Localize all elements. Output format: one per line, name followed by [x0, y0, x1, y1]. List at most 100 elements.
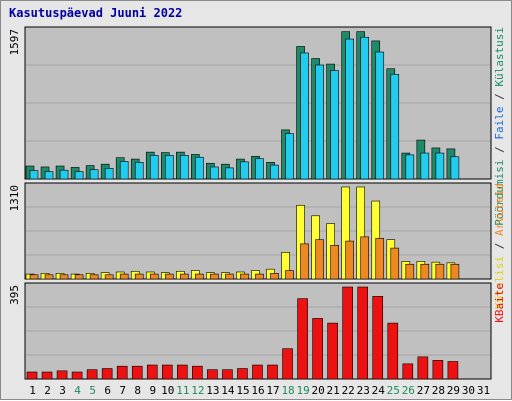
bar-middle-2-day-3 — [59, 274, 69, 280]
day-label: 24 — [372, 384, 386, 397]
bar-top-2-day-9 — [149, 155, 159, 180]
bar-bottom-1-day-5 — [86, 369, 98, 380]
bar-middle-2-day-11 — [180, 273, 189, 280]
panel-middle: 1310 — [8, 182, 492, 280]
panel-bottom: 395 — [8, 282, 492, 380]
legend-middle: Külalisi / Arvuteid — [493, 183, 506, 309]
bar-top-2-day-23 — [360, 36, 370, 180]
bar-bottom-1-day-7 — [116, 365, 128, 380]
day-label: 29 — [447, 384, 460, 397]
bar-middle-2-day-14 — [225, 273, 234, 280]
bar-bottom-1-day-14 — [222, 369, 233, 380]
bar-middle-2-day-28 — [435, 263, 445, 280]
bar-bottom-1-day-4 — [71, 371, 83, 380]
bar-top-2-day-20 — [315, 64, 324, 180]
day-label: 18 — [281, 384, 294, 397]
legend-entry: Külalisi — [493, 256, 506, 309]
bar-bottom-1-day-28 — [432, 360, 444, 380]
bar-top-2-day-12 — [195, 156, 204, 180]
bar-top-2-day-10 — [164, 155, 174, 180]
bar-middle-2-day-25 — [390, 247, 400, 280]
day-label: 7 — [119, 384, 126, 397]
day-label: 25 — [387, 384, 400, 397]
day-label: 9 — [149, 384, 156, 397]
bar-bottom-1-day-20 — [312, 318, 323, 380]
bar-bottom-1-day-23 — [357, 286, 369, 380]
bar-middle-2-day-27 — [420, 263, 430, 280]
bar-top-2-day-16 — [255, 158, 264, 180]
panel-middle-max-label: 1310 — [8, 185, 21, 212]
bar-bottom-1-day-24 — [372, 296, 384, 380]
day-label: 23 — [357, 384, 370, 397]
panel-top: 1597 — [8, 26, 492, 180]
day-label: 5 — [89, 384, 96, 397]
bar-bottom-1-day-2 — [41, 371, 53, 380]
day-label: 14 — [221, 384, 235, 397]
bar-top-2-day-22 — [345, 38, 354, 180]
day-label: 30 — [462, 384, 475, 397]
bar-middle-2-day-21 — [330, 244, 339, 280]
day-label: 15 — [236, 384, 249, 397]
legend-entry: Faile — [493, 106, 506, 139]
bar-top-2-day-1 — [29, 170, 39, 180]
bar-top-2-day-15 — [240, 161, 249, 180]
day-label: 31 — [477, 384, 490, 397]
bar-top-2-day-28 — [435, 152, 445, 180]
day-label: 20 — [312, 384, 325, 397]
bar-top-2-day-21 — [330, 70, 339, 180]
bar-middle-2-day-29 — [450, 263, 460, 280]
bar-top-2-day-2 — [44, 171, 54, 180]
bar-bottom-1-day-17 — [267, 364, 278, 380]
legend-entry: Külastusi — [493, 27, 506, 87]
legend-entry: / — [493, 140, 506, 160]
day-label: 10 — [161, 384, 174, 397]
bar-top-2-day-11 — [180, 155, 189, 180]
bar-middle-2-day-1 — [29, 274, 39, 280]
day-label: 11 — [176, 384, 189, 397]
legend-bottom: KBaite — [493, 283, 506, 323]
bar-middle-2-day-15 — [240, 273, 249, 280]
bar-bottom-1-day-12 — [192, 365, 203, 380]
bar-top-2-day-19 — [300, 52, 309, 180]
day-label: 6 — [104, 384, 111, 397]
day-label: 3 — [59, 384, 66, 397]
bar-top-2-day-29 — [450, 156, 460, 180]
bar-bottom-1-day-9 — [146, 364, 158, 380]
bar-bottom-1-day-16 — [252, 364, 263, 380]
bar-middle-2-day-19 — [300, 243, 309, 280]
bar-middle-2-day-20 — [315, 239, 324, 280]
bar-middle-2-day-10 — [164, 273, 174, 280]
day-label: 19 — [296, 384, 309, 397]
day-label: 22 — [342, 384, 355, 397]
bar-middle-2-day-4 — [74, 274, 84, 280]
bar-bottom-1-day-29 — [447, 361, 459, 380]
day-label: 16 — [251, 384, 264, 397]
legend-top: Pöördumisi / Faile / Külastusi — [493, 27, 506, 226]
bar-top-2-day-5 — [89, 169, 99, 180]
bar-middle-2-day-12 — [195, 273, 204, 280]
bar-top-2-day-3 — [59, 169, 69, 180]
bar-top-2-day-13 — [210, 166, 219, 180]
bar-middle-2-day-24 — [375, 237, 385, 280]
legend-entry: / — [493, 236, 506, 256]
bar-top-2-day-8 — [134, 162, 144, 180]
bar-top-2-day-6 — [104, 168, 114, 180]
bar-top-2-day-18 — [285, 133, 294, 180]
bar-top-2-day-25 — [390, 73, 400, 180]
legend-entry: Arvuteid — [493, 183, 506, 236]
day-label: 8 — [134, 384, 141, 397]
bar-middle-2-day-5 — [89, 274, 99, 280]
panel-bottom-max-label: 395 — [8, 285, 21, 305]
bar-bottom-1-day-8 — [131, 365, 143, 380]
bar-middle-2-day-13 — [210, 273, 219, 280]
bar-top-2-day-7 — [119, 161, 129, 180]
legend-entry: KBaite — [493, 283, 506, 323]
bar-middle-2-day-9 — [149, 273, 159, 280]
day-label: 27 — [417, 384, 430, 397]
day-label: 4 — [74, 384, 81, 397]
bar-middle-2-day-22 — [345, 240, 354, 280]
bar-middle-2-day-17 — [270, 273, 279, 280]
bar-bottom-1-day-18 — [282, 348, 293, 380]
